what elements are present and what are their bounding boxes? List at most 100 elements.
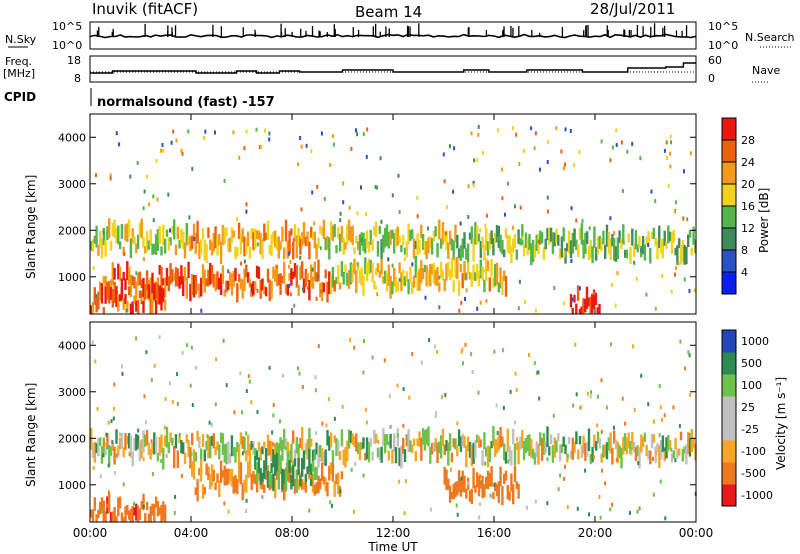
data-cell: [288, 449, 291, 467]
data-cell: [241, 279, 244, 299]
data-cell: [378, 270, 381, 278]
data-cell: [324, 237, 327, 251]
data-cell: [450, 238, 454, 251]
data-cell: [640, 248, 642, 253]
data-cell: [474, 485, 477, 493]
data-cell: [311, 232, 315, 241]
data-cell: [356, 442, 360, 454]
data-cell: [472, 442, 475, 464]
data-cell: [340, 471, 344, 480]
data-cell: [270, 234, 273, 257]
data-cell: [384, 227, 387, 248]
data-cell: [683, 446, 686, 454]
data-cell: [549, 227, 553, 242]
data-cell: [145, 350, 148, 355]
data-cell: [151, 442, 154, 454]
data-cell: [424, 295, 427, 300]
data-cell: [535, 370, 538, 375]
colorbar-tick-label: -25: [741, 423, 759, 436]
data-cell: [162, 278, 165, 286]
data-cell: [210, 265, 214, 284]
data-cell: [142, 293, 145, 313]
data-cell: [164, 397, 167, 401]
nsky-label: N.Sky: [5, 33, 37, 46]
data-cell: [153, 503, 156, 522]
data-cell: [379, 156, 382, 161]
data-cell: [558, 444, 562, 462]
data-cell: [570, 206, 573, 211]
data-cell: [121, 371, 124, 376]
data-cell: [495, 262, 499, 285]
data-cell: [380, 258, 383, 275]
data-cell: [349, 430, 353, 443]
data-cell: [573, 441, 576, 452]
data-cell: [477, 436, 481, 448]
data-cell: [221, 433, 225, 455]
data-cell: [178, 432, 181, 437]
data-cell: [232, 270, 235, 287]
data-cell: [630, 451, 633, 456]
data-cell: [272, 442, 275, 447]
cpid-label: CPID: [4, 90, 36, 104]
data-cell: [360, 267, 363, 286]
data-cell: [614, 439, 618, 450]
data-cell: [104, 240, 107, 257]
data-cell: [297, 444, 300, 467]
data-cell: [252, 230, 255, 251]
data-cell: [586, 391, 589, 396]
data-cell: [418, 268, 421, 291]
data-cell: [633, 407, 636, 412]
data-cell: [439, 238, 443, 249]
data-cell: [102, 437, 105, 458]
data-cell: [490, 441, 493, 449]
data-cell: [142, 206, 145, 211]
data-cell: [319, 444, 322, 458]
data-cell: [416, 271, 419, 291]
data-cell: [488, 277, 491, 292]
data-cell: [123, 252, 126, 257]
data-cell: [481, 450, 484, 466]
data-cell: [546, 160, 549, 164]
data-cell: [429, 236, 432, 248]
data-cell: [389, 433, 392, 449]
data-cell: [481, 475, 484, 499]
data-cell: [474, 222, 477, 245]
data-cell: [367, 442, 371, 463]
data-cell: [185, 434, 188, 444]
data-cell: [551, 445, 555, 463]
data-cell: [203, 487, 206, 495]
data-cell: [517, 483, 520, 499]
data-cell: [297, 366, 300, 371]
data-cell: [339, 211, 342, 216]
data-cell: [118, 294, 122, 302]
data-cell: [670, 447, 673, 452]
data-cell: [668, 231, 672, 242]
data-cell: [92, 466, 95, 470]
data-cell: [587, 246, 591, 261]
data-cell: [548, 446, 551, 456]
data-cell: [154, 234, 158, 255]
data-cell: [156, 229, 160, 251]
velocity-colorbar-label: Velocity [m s⁻¹]: [774, 377, 788, 470]
ytick-label: 1000: [58, 479, 86, 492]
data-cell: [277, 469, 280, 490]
data-cell: [302, 287, 304, 292]
data-cell: [559, 473, 562, 478]
data-cell: [659, 479, 662, 484]
data-cell: [236, 217, 239, 222]
data-cell: [324, 269, 327, 279]
data-cell: [293, 478, 297, 494]
data-cell: [613, 238, 616, 261]
data-cell: [658, 384, 661, 388]
data-cell: [210, 422, 213, 427]
data-cell: [111, 222, 114, 237]
data-cell: [524, 438, 528, 454]
data-cell: [182, 276, 185, 296]
data-cell: [162, 224, 165, 246]
data-cell: [656, 240, 659, 260]
data-cell: [268, 471, 271, 485]
data-cell: [230, 435, 234, 457]
data-cell: [447, 478, 450, 490]
data-cell: [499, 267, 502, 289]
